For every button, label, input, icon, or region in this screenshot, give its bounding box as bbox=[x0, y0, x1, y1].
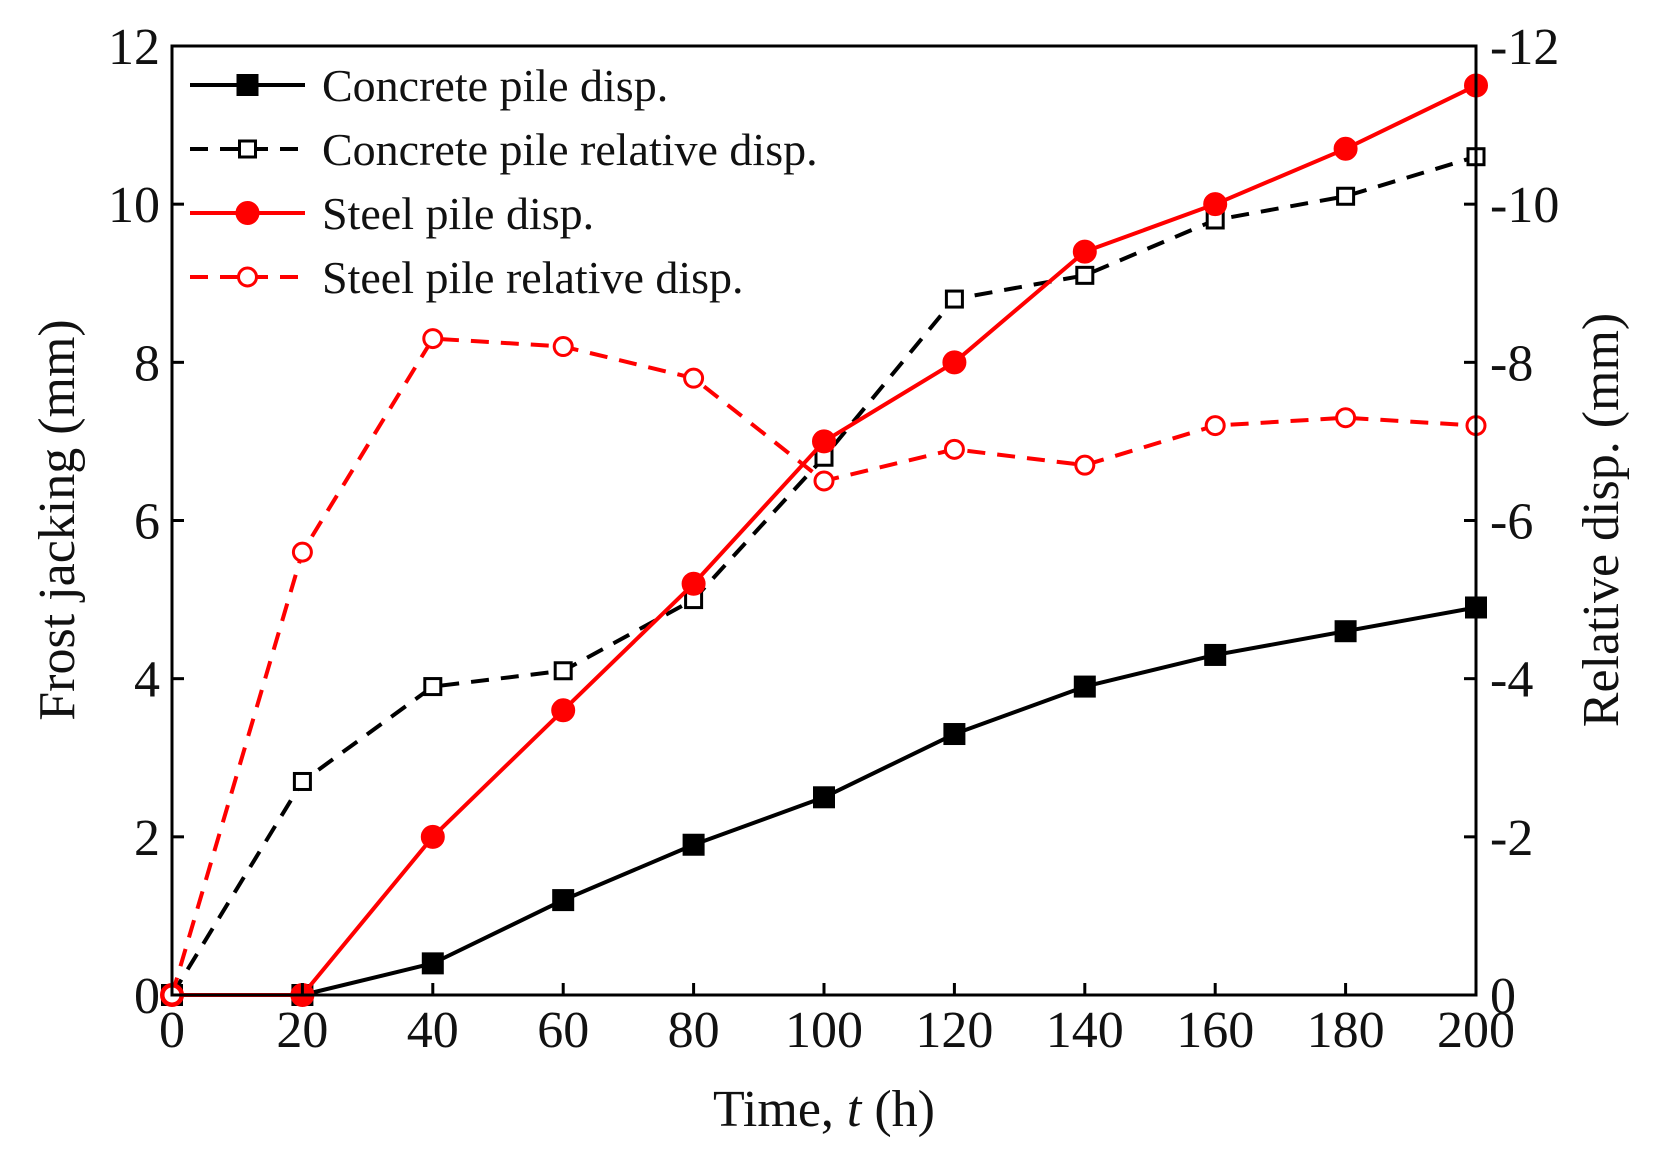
y-tick-label: 6 bbox=[134, 494, 160, 551]
series-2 bbox=[160, 73, 1488, 1007]
x-axis-title: Time, t (h) bbox=[713, 1081, 935, 1138]
series-1 bbox=[162, 147, 1486, 1005]
data-point bbox=[1072, 239, 1097, 264]
data-point bbox=[1203, 192, 1228, 217]
y-axis-title: Frost jacking (mm) bbox=[29, 319, 86, 721]
data-point bbox=[1075, 265, 1095, 285]
y-tick-label: 8 bbox=[134, 335, 160, 392]
y-tick-label: 2 bbox=[134, 810, 160, 867]
series-layer bbox=[160, 73, 1488, 1007]
data-point bbox=[1204, 643, 1227, 666]
y2-tick-label: -10 bbox=[1490, 177, 1559, 234]
x-tick-label: 160 bbox=[1176, 1002, 1254, 1059]
data-point bbox=[421, 952, 444, 975]
data-point bbox=[1336, 186, 1356, 206]
data-point bbox=[553, 661, 573, 681]
data-point bbox=[683, 367, 705, 389]
series-0 bbox=[161, 596, 1487, 1006]
legend-marker bbox=[237, 266, 258, 288]
legend-item: Concrete pile disp. bbox=[190, 60, 668, 111]
data-point bbox=[944, 289, 964, 309]
legend-marker bbox=[238, 139, 257, 159]
data-point bbox=[681, 571, 706, 596]
legend-marker bbox=[236, 74, 259, 96]
x-tick-label: 20 bbox=[276, 1002, 328, 1059]
data-point bbox=[1335, 407, 1357, 429]
data-point bbox=[552, 336, 574, 358]
data-point bbox=[1204, 415, 1226, 437]
series-3 bbox=[161, 328, 1487, 1006]
y-tick-label: 10 bbox=[108, 177, 160, 234]
y2-axis-title: Relative disp. (mm) bbox=[1573, 313, 1630, 727]
data-point bbox=[552, 889, 575, 912]
data-point bbox=[1073, 675, 1096, 698]
y2-tick-label: -6 bbox=[1490, 494, 1533, 551]
data-point bbox=[1074, 454, 1096, 476]
ticks-layer: 0 20 40 60 80 100 120 140 160 180 2000246810120-2-… bbox=[108, 19, 1559, 1059]
y2-tick-label: 0 bbox=[1490, 968, 1516, 1025]
legend-label: Concrete pile relative disp. bbox=[322, 124, 818, 175]
data-point bbox=[943, 438, 965, 460]
y-tick-label: 4 bbox=[134, 652, 160, 709]
data-point bbox=[1334, 620, 1357, 643]
data-point bbox=[420, 824, 445, 849]
data-point bbox=[292, 771, 312, 791]
x-tick-label: 120 bbox=[915, 1002, 993, 1059]
x-tick-label: 60 bbox=[537, 1002, 589, 1059]
y2-tick-label: -4 bbox=[1490, 652, 1533, 709]
x-tick-label: 200 bbox=[1437, 1002, 1515, 1059]
legend: Concrete pile disp. Concrete pile relativ… bbox=[190, 60, 818, 303]
legend-item: Concrete pile relative disp. bbox=[190, 124, 818, 175]
y2-tick-label: -8 bbox=[1490, 335, 1533, 392]
data-point bbox=[422, 328, 444, 350]
data-point bbox=[943, 723, 966, 746]
data-point bbox=[813, 470, 835, 492]
legend-label: Steel pile relative disp. bbox=[322, 252, 744, 303]
legend-marker bbox=[235, 201, 260, 225]
y-tick-label: 12 bbox=[108, 19, 160, 76]
y2-tick-label: -2 bbox=[1490, 810, 1533, 867]
data-point bbox=[423, 677, 443, 697]
x-tick-label: 0 bbox=[159, 1002, 185, 1059]
data-point bbox=[682, 833, 705, 856]
x-tick-label: 140 bbox=[1046, 1002, 1124, 1059]
legend-label: Steel pile disp. bbox=[322, 188, 594, 239]
x-tick-label: 40 bbox=[407, 1002, 459, 1059]
legend-item: Steel pile relative disp. bbox=[190, 252, 744, 303]
x-tick-label: 100 bbox=[785, 1002, 863, 1059]
legend-label: Concrete pile disp. bbox=[322, 60, 668, 111]
legend-item: Steel pile disp. bbox=[190, 188, 594, 239]
y-tick-label: 0 bbox=[134, 968, 160, 1025]
data-point bbox=[291, 541, 313, 563]
data-point bbox=[812, 429, 836, 454]
data-point bbox=[1333, 136, 1358, 161]
y2-tick-label: -12 bbox=[1490, 19, 1559, 76]
data-point bbox=[813, 786, 835, 809]
data-point bbox=[551, 698, 576, 723]
x-tick-label: 180 bbox=[1307, 1002, 1385, 1059]
x-tick-label: 80 bbox=[668, 1002, 720, 1059]
data-point bbox=[942, 350, 967, 375]
